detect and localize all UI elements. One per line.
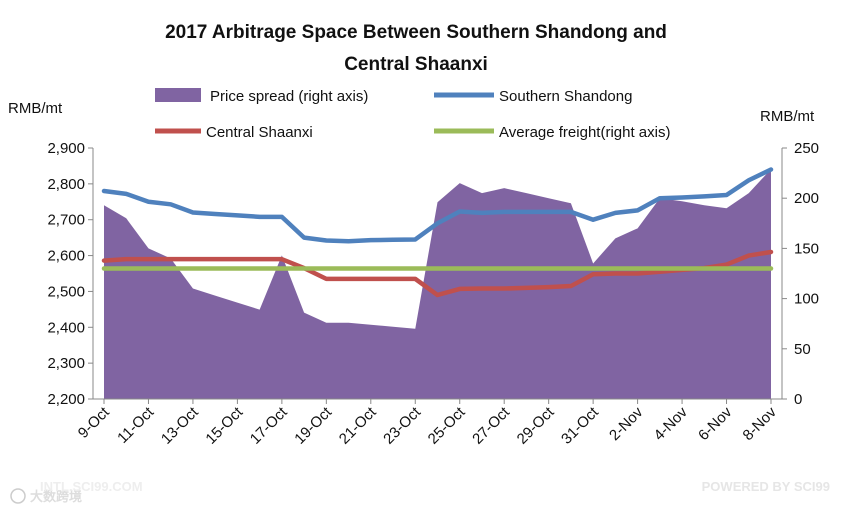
price-spread-area-layer	[104, 169, 771, 399]
x-tick-label: 2-Nov	[606, 403, 647, 444]
x-tick-label: 21-Oct	[336, 403, 380, 447]
left-tick-label: 2,300	[47, 355, 85, 372]
x-tick-label: 6-Nov	[695, 403, 736, 444]
x-tick-label: 29-Oct	[514, 403, 558, 447]
series-line-southern-shandong	[101, 167, 774, 244]
x-tick-label: 27-Oct	[469, 403, 513, 447]
x-tick-label: 11-Oct	[114, 403, 158, 447]
line-series-layer	[101, 167, 774, 298]
series-area-price-spread-right-axis	[104, 169, 771, 399]
x-tick-label: 19-Oct	[291, 403, 335, 447]
x-tick-label: 13-Oct	[158, 403, 202, 447]
x-tick-label: 23-Oct	[380, 403, 424, 447]
left-tick-label: 2,800	[47, 176, 85, 193]
left-tick-label: 2,200	[47, 391, 85, 408]
left-tick-label: 2,400	[47, 319, 85, 336]
left-tick-label: 2,700	[47, 212, 85, 229]
watermark-logo-icon	[10, 488, 26, 504]
legend-label-average-freight: Average freight(right axis)	[499, 124, 670, 141]
chart-title-line1: 2017 Arbitrage Space Between Southern Sh…	[165, 22, 667, 43]
right-tick-label: 50	[794, 341, 811, 358]
x-tick-label: 31-Oct	[558, 403, 602, 447]
left-tick-label: 2,900	[47, 140, 85, 157]
series-line-central-shaanxi	[101, 249, 774, 298]
chart-title-line2: Central Shaanxi	[344, 54, 488, 75]
right-tick-label: 100	[794, 291, 819, 308]
x-tick-label: 25-Oct	[425, 403, 469, 447]
right-tick-label: 150	[794, 240, 819, 257]
watermark-powered-by: POWERED BY SCI99	[702, 479, 830, 494]
left-axis-unit: RMB/mt	[8, 100, 63, 117]
watermark-brand: 大数跨境	[30, 489, 82, 504]
right-tick-label: 200	[794, 190, 819, 207]
left-tick-label: 2,500	[47, 283, 85, 300]
x-tick-label: 17-Oct	[247, 403, 291, 447]
legend-label-central-shaanxi: Central Shaanxi	[206, 124, 313, 141]
left-tick-label: 2,600	[47, 248, 85, 265]
watermark-site: INTL.SCI99.COM	[40, 479, 143, 494]
right-axis-unit: RMB/mt	[760, 108, 815, 125]
legend-label-southern-shandong: Southern Shandong	[499, 88, 632, 105]
x-tick-label: 15-Oct	[202, 403, 246, 447]
right-tick-label: 250	[794, 140, 819, 157]
x-tick-label: 8-Nov	[740, 403, 781, 444]
x-tick-label: 9-Oct	[75, 403, 114, 442]
legend: Price spread (right axis) Southern Shand…	[155, 88, 670, 141]
legend-label-price-spread: Price spread (right axis)	[210, 88, 368, 105]
watermark-bottom-left: 大数跨境 INTL.SCI99.COM	[10, 479, 143, 504]
x-tick-label: 4-Nov	[651, 403, 692, 444]
legend-swatch-price-spread	[155, 88, 201, 102]
right-tick-label: 0	[794, 391, 802, 408]
